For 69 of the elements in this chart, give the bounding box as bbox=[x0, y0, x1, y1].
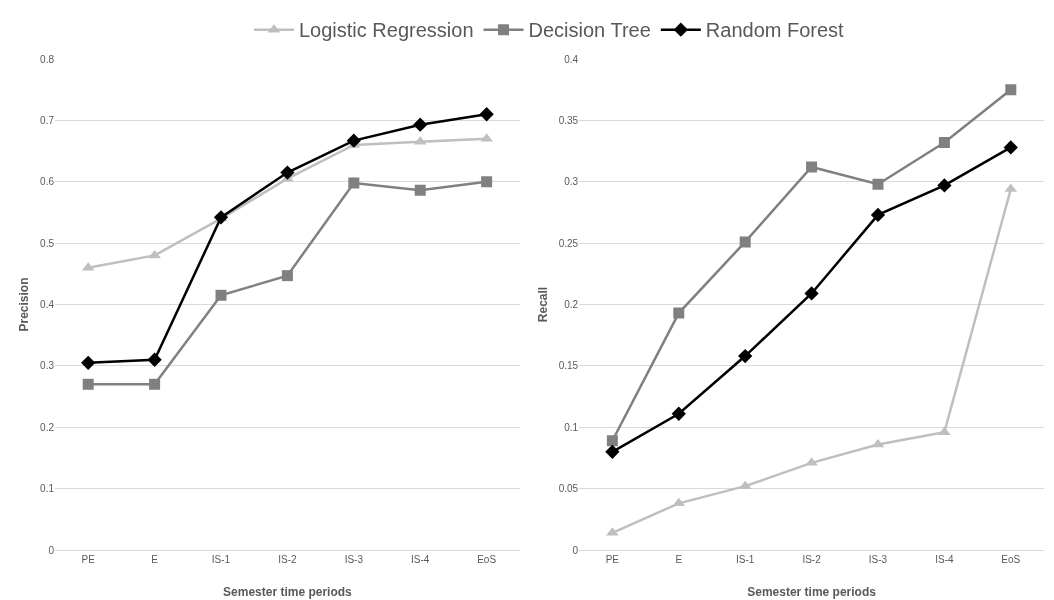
x-axis-title: Semester time periods bbox=[223, 585, 353, 599]
x-tick-label: EoS bbox=[1001, 554, 1021, 565]
y-axis-title: Precision bbox=[17, 277, 32, 332]
x-tick-label: IS-1 bbox=[736, 554, 755, 565]
point bbox=[806, 161, 818, 173]
y-tick-label: 0.15 bbox=[558, 360, 579, 372]
point bbox=[281, 270, 293, 282]
y-tick-label: 0 bbox=[572, 544, 579, 556]
point bbox=[872, 178, 884, 190]
point bbox=[804, 286, 819, 301]
point bbox=[149, 378, 161, 390]
point bbox=[739, 236, 751, 248]
x-tick-label: EoS bbox=[477, 554, 497, 565]
x-tick-label: PE bbox=[605, 554, 620, 565]
y-tick-label: 0.8 bbox=[40, 53, 55, 65]
point bbox=[673, 307, 685, 319]
point bbox=[671, 406, 686, 421]
point bbox=[870, 207, 886, 223]
x-tick-label: E bbox=[675, 554, 683, 565]
legend-label: Logistic Regression bbox=[299, 19, 474, 42]
y-tick-label: 0.1 bbox=[564, 421, 579, 433]
y-tick-label: 0.6 bbox=[40, 176, 55, 188]
point bbox=[605, 444, 620, 459]
point bbox=[479, 107, 494, 122]
point bbox=[738, 348, 753, 364]
legend-label: Decision Tree bbox=[528, 19, 651, 42]
point bbox=[1003, 140, 1018, 155]
x-tick-label: IS-2 bbox=[278, 554, 298, 565]
point bbox=[82, 378, 94, 390]
x-tick-label: IS-3 bbox=[868, 554, 888, 565]
point bbox=[937, 178, 952, 193]
y-tick-label: 0.7 bbox=[40, 114, 55, 126]
point bbox=[481, 176, 493, 188]
x-tick-label: PE bbox=[81, 554, 96, 565]
x-tick-label: E bbox=[151, 554, 159, 565]
legend-label: Random Forest bbox=[705, 19, 845, 42]
point bbox=[413, 117, 428, 132]
y-tick-label: 0.5 bbox=[40, 237, 55, 249]
y-tick-label: 0.2 bbox=[40, 421, 55, 433]
x-tick-label: IS-4 bbox=[411, 554, 430, 565]
point bbox=[672, 497, 686, 507]
x-tick-label: IS-4 bbox=[935, 554, 954, 565]
point bbox=[215, 289, 227, 301]
y-tick-label: 0.1 bbox=[40, 483, 55, 495]
x-tick-label: IS-3 bbox=[344, 554, 364, 565]
point bbox=[938, 136, 950, 148]
y-tick-label: 0 bbox=[48, 544, 55, 556]
y-tick-label: 0.25 bbox=[558, 237, 579, 249]
y-axis-title: Recall bbox=[536, 286, 550, 323]
x-tick-label: IS-1 bbox=[211, 554, 231, 565]
point bbox=[346, 133, 361, 148]
point bbox=[280, 165, 295, 180]
point bbox=[871, 438, 885, 448]
x-tick-label: IS-2 bbox=[802, 554, 822, 565]
point bbox=[606, 435, 618, 447]
point bbox=[414, 184, 426, 196]
x-axis-title: Semester time periods bbox=[747, 585, 877, 599]
point bbox=[348, 177, 360, 189]
y-tick-label: 0.4 bbox=[40, 299, 55, 310]
y-tick-label: 0.3 bbox=[40, 360, 55, 372]
y-tick-label: 0.2 bbox=[564, 299, 579, 310]
y-tick-label: 0.05 bbox=[558, 483, 579, 495]
point bbox=[148, 249, 161, 259]
y-tick-label: 0.3 bbox=[564, 176, 579, 188]
point bbox=[147, 352, 162, 367]
point bbox=[1005, 84, 1017, 96]
point bbox=[81, 355, 96, 370]
y-tick-label: 0.35 bbox=[558, 114, 579, 126]
y-tick-label: 0.4 bbox=[564, 53, 579, 65]
